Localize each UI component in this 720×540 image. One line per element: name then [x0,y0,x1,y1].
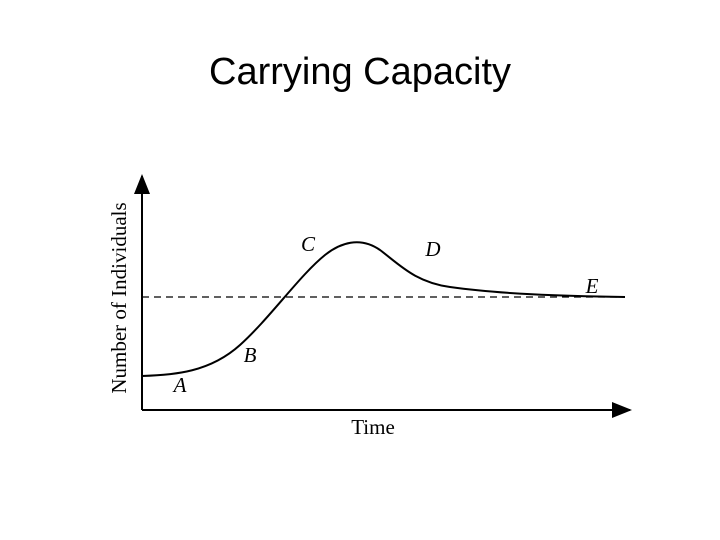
point-label: B [244,343,257,367]
slide-title: Carrying Capacity [209,51,511,93]
point-label: A [172,373,187,397]
point-label: E [585,274,599,298]
point-label: D [424,237,440,261]
population-curve [141,241,626,377]
point-label: C [301,232,316,256]
x-axis-label: Time [351,415,395,439]
y-axis-label: Number of Individuals [107,202,131,393]
